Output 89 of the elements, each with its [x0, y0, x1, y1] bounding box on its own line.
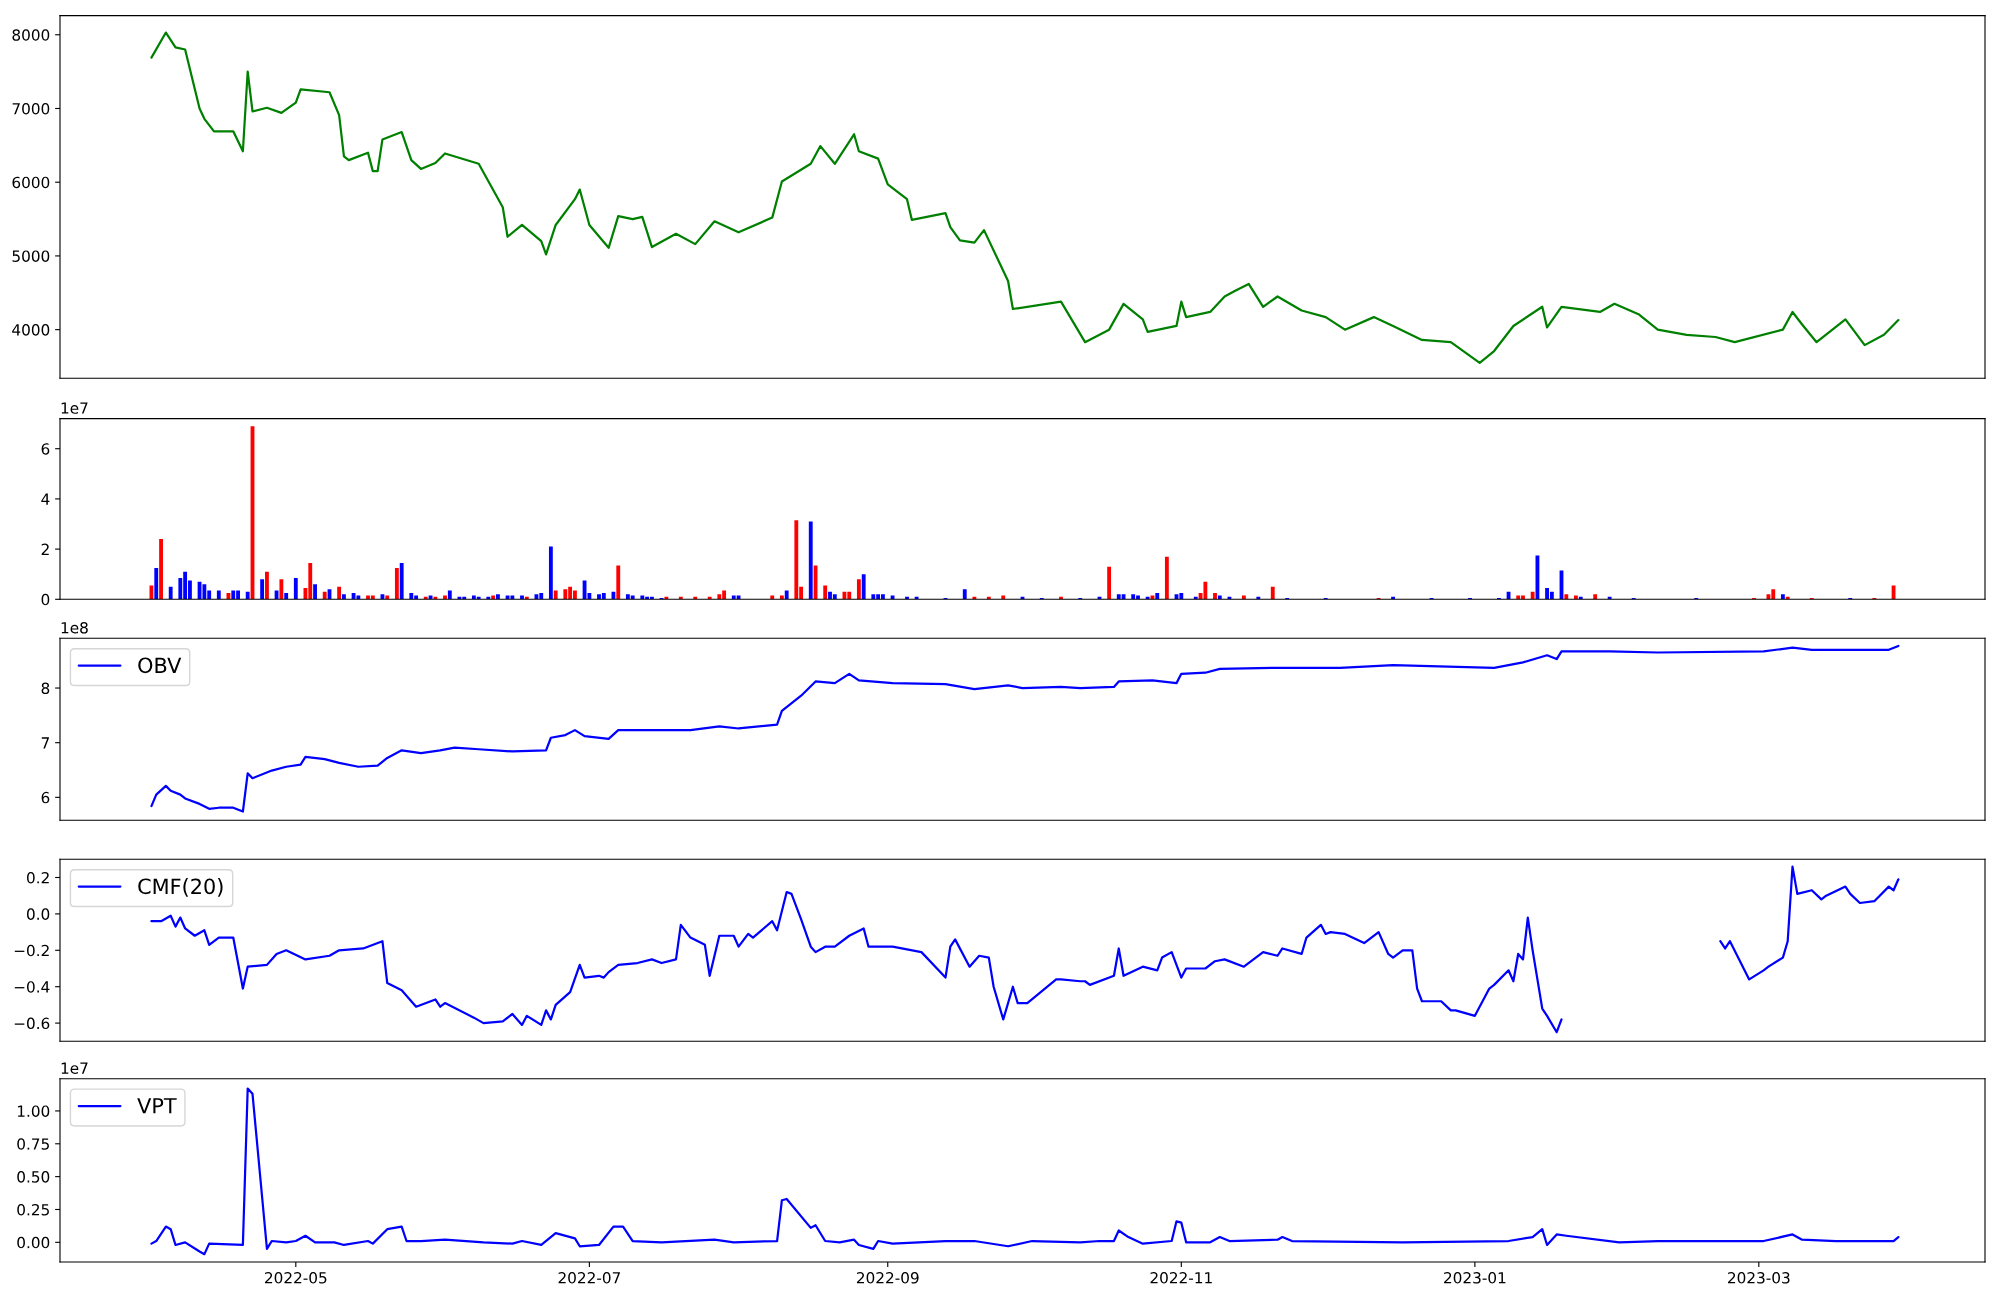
text: 1e8: [61, 621, 88, 634]
bar: [231, 590, 236, 600]
bar: [1164, 556, 1169, 600]
bar: [563, 589, 568, 600]
x-tick-label: 2022-11: [1150, 1272, 1212, 1284]
bar: [548, 546, 553, 600]
bar: [1203, 581, 1208, 600]
legend-label: VPT: [137, 1098, 177, 1114]
y-tick-label: 7000: [12, 102, 50, 115]
bar: [794, 520, 799, 600]
text: 1e7: [61, 1062, 88, 1074]
y-tick-label: 0.00: [17, 1236, 50, 1249]
bar: [1549, 591, 1554, 600]
y-tick-label: 2: [41, 543, 49, 555]
text: 1e7: [61, 402, 88, 414]
bar: [154, 567, 159, 600]
x-tick-label: 2022-07: [558, 1272, 620, 1284]
bar: [1155, 593, 1160, 600]
bar: [216, 590, 221, 600]
bar: [496, 594, 500, 600]
bar: [784, 590, 789, 600]
bar: [1107, 566, 1112, 600]
bar: [1179, 593, 1184, 600]
bar: [823, 585, 828, 600]
y-tick-label: 8000: [12, 29, 50, 41]
bar: [284, 593, 289, 600]
bar: [962, 589, 967, 600]
y-tick-label: 0: [41, 593, 50, 606]
bar: [313, 584, 317, 600]
bar: [847, 591, 852, 600]
bar: [832, 594, 837, 600]
y-tick-label: 4: [41, 493, 50, 505]
y-tick-label: −0.4: [14, 981, 50, 993]
bar: [616, 565, 621, 600]
y-tick-label: 0.2: [26, 871, 49, 884]
y-tick-label: 0.50: [17, 1171, 50, 1183]
bar: [808, 521, 813, 600]
bar: [279, 579, 284, 600]
bar: [337, 586, 342, 600]
bar: [1213, 593, 1217, 600]
bar: [871, 594, 876, 600]
y-tick-label: 0.75: [17, 1138, 49, 1150]
y-tick-label: 0.0: [26, 908, 50, 920]
y-tick-label: 6: [41, 443, 50, 455]
bar: [1780, 594, 1785, 600]
bar: [1593, 594, 1598, 600]
bar: [856, 579, 861, 600]
bar: [260, 579, 265, 600]
bar: [168, 586, 173, 600]
bar: [399, 562, 404, 600]
y-tick-label: 6: [41, 791, 50, 804]
bar: [1131, 594, 1136, 600]
y-tick-label: 8: [41, 682, 50, 695]
bar: [601, 593, 606, 600]
y-tick-label: 4000: [12, 324, 50, 336]
bar: [717, 594, 722, 600]
legend-label: OBV: [138, 657, 182, 674]
y-tick-label: 5000: [12, 250, 50, 262]
y-tick-label: 7: [41, 737, 49, 749]
x-tick-label: 2023-03: [1728, 1272, 1790, 1284]
bar: [409, 593, 414, 600]
bar: [245, 591, 250, 600]
x-tick-label: 2022-09: [856, 1272, 919, 1284]
y-tick-label: −0.2: [14, 944, 49, 957]
bar: [322, 591, 327, 600]
bar: [1116, 594, 1121, 600]
y-tick-label: 1.00: [17, 1105, 50, 1117]
bar: [342, 594, 346, 600]
bar: [265, 571, 269, 600]
bar: [394, 567, 399, 600]
bar: [861, 574, 866, 600]
bar: [308, 562, 313, 600]
bar: [1771, 589, 1776, 600]
bar: [159, 539, 163, 600]
bar: [202, 584, 207, 600]
y-tick-label: 6000: [12, 176, 50, 189]
y-tick-label: 0.25: [17, 1203, 49, 1216]
bar: [539, 593, 544, 600]
bar: [553, 590, 558, 600]
x-tick-label: 2023-01: [1444, 1272, 1506, 1284]
x-tick-label: 2022-05: [265, 1272, 327, 1284]
y-tick-label: −0.6: [14, 1017, 50, 1030]
line-series: [150, 31, 1900, 364]
bar: [1530, 591, 1535, 600]
bar: [1564, 594, 1569, 600]
bar: [1270, 586, 1275, 600]
legend-label: CMF(20): [138, 878, 223, 897]
bar: [447, 590, 452, 600]
bar: [293, 577, 298, 600]
